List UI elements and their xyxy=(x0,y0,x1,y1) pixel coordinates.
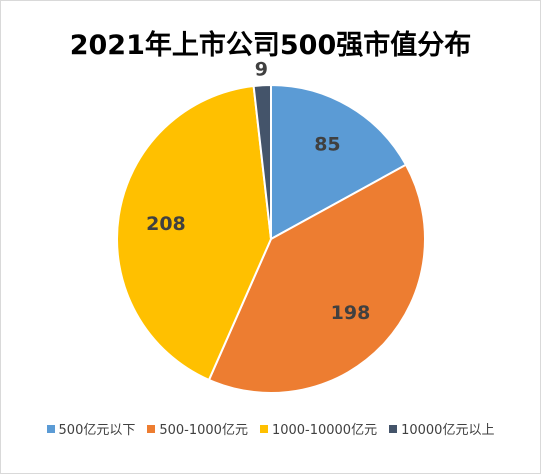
pie-chart: 85 198 208 9 xyxy=(116,58,426,394)
data-label-3: 9 xyxy=(255,58,268,80)
legend-swatch-1 xyxy=(147,424,156,433)
pie-slice-0 xyxy=(270,83,408,241)
legend-label-2: 1000-10000亿元 xyxy=(271,423,378,438)
legend-swatch-0 xyxy=(46,424,55,433)
legend-label-1: 500-1000亿元 xyxy=(159,423,248,438)
legend-item-0: 500亿元以下 xyxy=(46,419,136,438)
data-label-2: 208 xyxy=(146,213,186,235)
chart-title: 2021年上市公司500强市值分布 xyxy=(69,30,472,61)
legend-item-2: 1000-10000亿元 xyxy=(259,419,378,438)
legend-label-3: 10000亿元以上 xyxy=(401,423,495,438)
legend-item-3: 10000亿元以上 xyxy=(389,419,494,438)
pie-slice-2 xyxy=(116,84,273,382)
legend-label-0: 500亿元以下 xyxy=(58,423,136,438)
legend: 500亿元以下 500-1000亿元 1000-10000亿元 10000亿元以… xyxy=(1,419,540,438)
data-label-0: 85 xyxy=(314,134,340,156)
legend-swatch-2 xyxy=(259,424,268,433)
legend-item-1: 500-1000亿元 xyxy=(147,419,248,438)
legend-swatch-3 xyxy=(389,424,398,433)
pie-slice-3 xyxy=(252,83,272,240)
data-label-1: 198 xyxy=(331,302,371,324)
pie-slice-1 xyxy=(207,163,426,394)
